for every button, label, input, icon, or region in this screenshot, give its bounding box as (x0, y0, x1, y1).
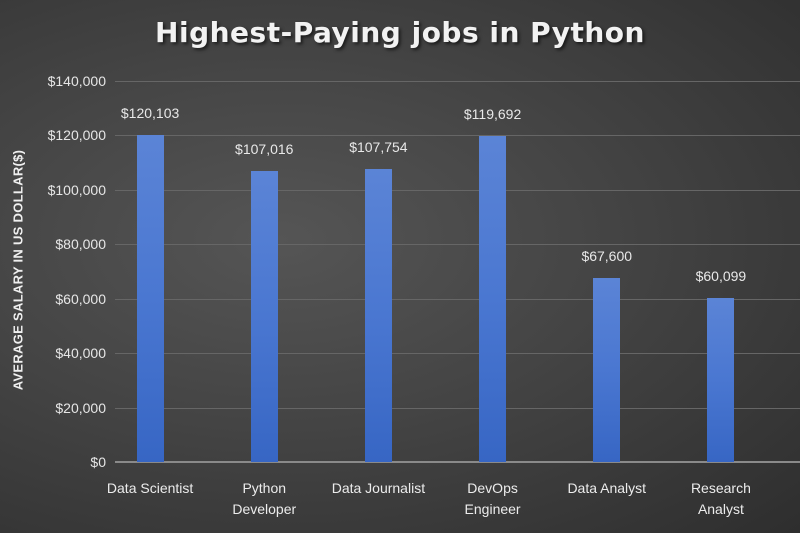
x-tick-label: Data Journalist (331, 480, 426, 496)
data-label: $67,600 (581, 248, 633, 265)
data-label: $60,099 (695, 268, 747, 285)
y-tick-label: $20,000 (55, 399, 106, 416)
bar[interactable] (136, 135, 164, 462)
x-tick-label: Data Scientist (106, 480, 194, 496)
data-label: $107,754 (349, 138, 408, 155)
gridline (115, 189, 800, 191)
bar[interactable] (593, 278, 621, 462)
y-tick-label: $0 (90, 454, 106, 470)
gridline (115, 407, 800, 409)
bar[interactable] (707, 298, 735, 462)
gridline (115, 298, 800, 300)
y-tick-label: $80,000 (55, 236, 106, 253)
y-tick-label: $140,000 (47, 73, 106, 89)
plot-area: $0 $20,000 $40,000 $60,000 $80,000 $100,000 $1… (48, 0, 800, 533)
data-label: $107,016 (235, 140, 294, 157)
chart-title: Highest-Paying jobs in Python (155, 16, 645, 49)
x-axis-line (115, 461, 800, 463)
bar[interactable] (364, 168, 392, 462)
gridline (115, 81, 800, 82)
y-tick-label: $60,000 (55, 290, 106, 307)
x-tick-label: Data Analyst (567, 480, 647, 496)
data-label: $120,103 (120, 105, 180, 122)
data-label: $119,692 (463, 106, 522, 123)
gridline (115, 135, 800, 137)
bar[interactable] (250, 170, 278, 462)
y-tick-label: $40,000 (55, 345, 106, 362)
x-tick-label: DevOps Engineer (464, 480, 521, 517)
x-tick-label: Research Analyst (690, 480, 751, 517)
x-tick-label: Python Developer (232, 480, 297, 517)
bar[interactable] (479, 136, 507, 462)
gridline (115, 353, 800, 355)
y-tick-label: $100,000 (47, 181, 106, 198)
gridline (115, 244, 800, 246)
y-tick-label: $120,000 (47, 127, 106, 144)
